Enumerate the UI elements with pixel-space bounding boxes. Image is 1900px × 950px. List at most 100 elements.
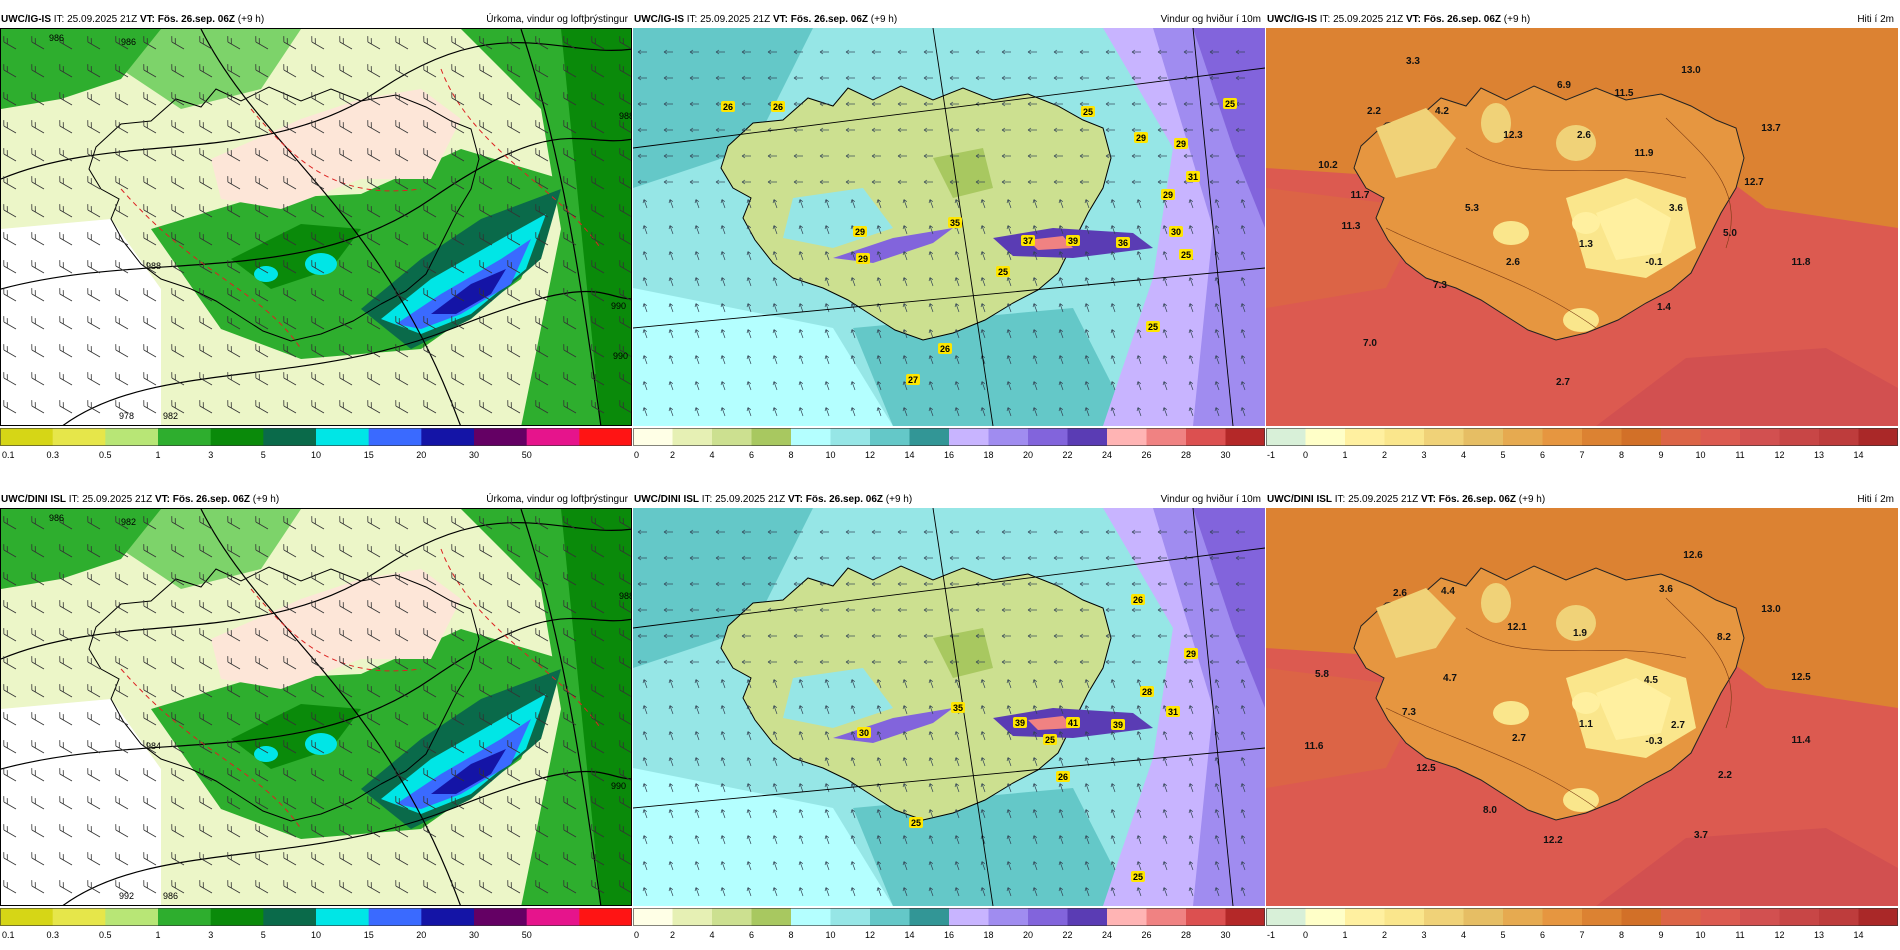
wind-arrow [1188, 303, 1194, 313]
gust-value-label: 25 [996, 266, 1010, 277]
colorbar-swatch [1028, 908, 1068, 926]
wind-arrow [954, 329, 960, 339]
wind-barb [311, 372, 325, 386]
wind-barb [87, 204, 101, 218]
wind-barb [199, 768, 213, 782]
wind-arrow [1079, 75, 1089, 81]
colorbar-swatch [712, 428, 752, 446]
colorbar-swatch [1621, 908, 1662, 926]
wind-barb [227, 120, 241, 134]
colorbar-tick-label: 15 [364, 930, 374, 940]
wind-arrow [1209, 179, 1219, 185]
wind-barb [339, 64, 353, 78]
wind-barb [507, 796, 521, 810]
wind-barb [563, 260, 577, 274]
wind-arrow [1136, 887, 1142, 897]
colorbar-swatch [1858, 908, 1898, 926]
wind-barb [283, 684, 297, 698]
wind-arrow [1235, 529, 1245, 535]
wind-arrow [767, 49, 777, 55]
wind-arrow [975, 607, 985, 613]
wind-barb [255, 824, 269, 838]
wind-barb [3, 880, 17, 894]
colorbar-swatch [1582, 908, 1622, 926]
wind-arrow [923, 607, 933, 613]
wind-barb [311, 768, 325, 782]
wind-barb [451, 600, 465, 614]
wind-arrow [902, 809, 908, 819]
wind-arrow [767, 633, 777, 639]
wind-arrow [793, 607, 803, 613]
wind-arrow [642, 303, 648, 313]
wind-arrow [1162, 329, 1168, 339]
wind-arrow [1006, 783, 1012, 793]
wind-arrow [975, 555, 985, 561]
wind-barb [283, 176, 297, 190]
wind-barb [619, 824, 631, 838]
forecast-offset: (+9 h) [252, 494, 280, 505]
wind-arrow [980, 679, 986, 689]
wind-barb [451, 36, 465, 50]
wind-arrow [793, 581, 803, 587]
colorbar-tick-label: 4 [709, 450, 714, 460]
wind-barb [115, 36, 129, 50]
wind-barb [311, 712, 325, 726]
wind-barb [563, 516, 577, 530]
wind-arrow [980, 225, 986, 235]
colorbar-swatch [1345, 428, 1385, 446]
colorbar-swatch [1740, 908, 1780, 926]
wind-barb [535, 372, 549, 386]
wind-barb [619, 740, 631, 754]
svg-text:27: 27 [908, 375, 918, 385]
wind-barb [171, 316, 185, 330]
wind-barb [507, 288, 521, 302]
wind-barb [619, 260, 631, 274]
wind-arrow [871, 153, 881, 159]
wind-barb [283, 600, 297, 614]
wind-barb [283, 120, 297, 134]
isobar-label: 982 [121, 517, 136, 527]
wind-arrow [772, 679, 778, 689]
wind-barb [479, 232, 493, 246]
wind-arrow [845, 555, 855, 561]
wind-barb [199, 288, 213, 302]
wind-arrow [1235, 659, 1245, 665]
wind-barb [87, 260, 101, 274]
wind-arrow [694, 303, 700, 313]
wind-arrow [1110, 199, 1116, 209]
temp-value-label: 4.2 [1435, 106, 1449, 117]
wind-arrow [1209, 555, 1219, 561]
wind-arrow [954, 679, 960, 689]
colorbar-swatch [0, 908, 54, 926]
wind-arrow [715, 581, 725, 587]
wind-barb [59, 176, 73, 190]
wind-barb [479, 796, 493, 810]
colorbar-swatch [105, 908, 159, 926]
wind-barb [59, 288, 73, 302]
wind-barb [3, 176, 17, 190]
wind-barb [451, 516, 465, 530]
wind-arrow [663, 529, 673, 535]
colorbar-tick-label: 0.1 [2, 450, 15, 460]
colorbar-swatch [526, 908, 580, 926]
wind-arrow [902, 861, 908, 871]
wind-barb [367, 516, 381, 530]
wind-arrow [1240, 783, 1246, 793]
wind-arrow [1209, 529, 1219, 535]
wind-barb [31, 64, 45, 78]
wind-arrow [824, 835, 830, 845]
colorbar-tick-label: 24 [1102, 930, 1112, 940]
wind-barb [255, 796, 269, 810]
wind-arrow [689, 75, 699, 81]
wind-arrow [850, 731, 856, 741]
wind-arrow [689, 127, 699, 133]
wind-barb [535, 260, 549, 274]
gust-value-label: 25 [1081, 106, 1095, 117]
wind-arrow [1188, 355, 1194, 365]
wind-barb [171, 628, 185, 642]
gust-value-label: 29 [853, 226, 867, 237]
wind-arrow [1209, 127, 1219, 133]
wind-barb [507, 600, 521, 614]
svg-text:35: 35 [950, 218, 960, 228]
wind-arrow [1183, 127, 1193, 133]
